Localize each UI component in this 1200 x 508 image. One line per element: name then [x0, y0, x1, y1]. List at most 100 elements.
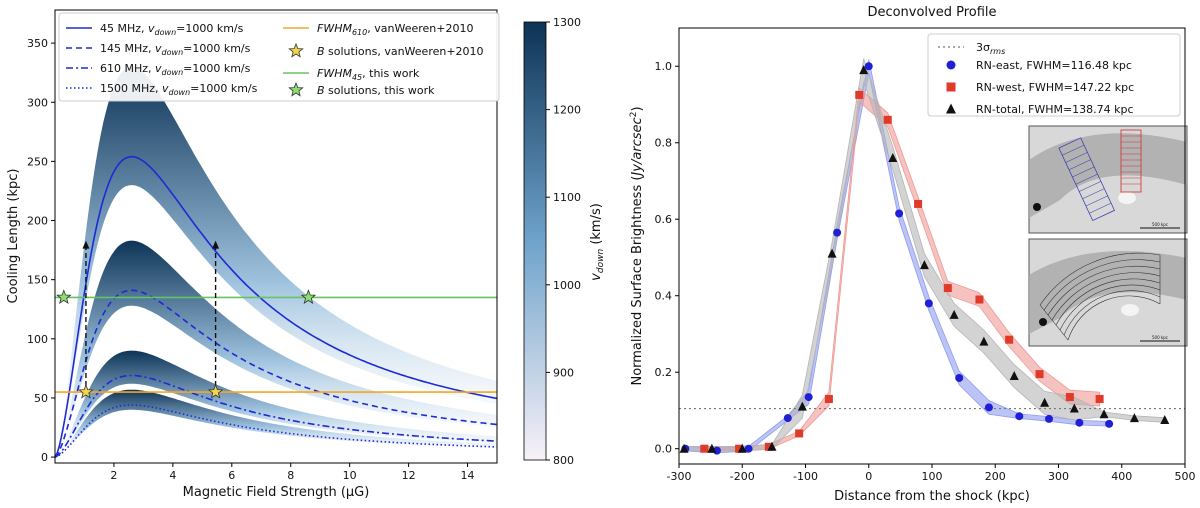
- square-marker: [975, 295, 984, 304]
- legend-item-fwhm45: FWHM45, this work: [283, 67, 420, 82]
- vdown-bands: [55, 66, 497, 458]
- series-line: [55, 155, 497, 458]
- y-tick-label: 200: [27, 215, 48, 228]
- legend-item-dotted: 1500 MHz, vdown=1000 km/s: [66, 82, 258, 97]
- legend-item-triangle: RN-total, FWHM=138.74 kpc: [946, 103, 1134, 116]
- legend-item-bsol-vanweeren: B solutions, vanWeeren+2010: [288, 42, 484, 58]
- circle-marker: [1045, 414, 1054, 423]
- left-plot-frame: [54, 9, 498, 464]
- x-tick-label: 6: [228, 469, 235, 482]
- colorbar-tick-label: 1000: [553, 279, 581, 292]
- vdown-band: [55, 389, 497, 458]
- arrow-head-icon: [82, 240, 90, 249]
- x-tick-label: -200: [730, 470, 755, 483]
- y-tick-label: 0.6: [655, 213, 673, 226]
- colorbar-label: vdown (km/s): [589, 203, 606, 281]
- right-chart-title: Deconvolved Profile: [867, 5, 996, 20]
- legend-box: [58, 12, 500, 102]
- circle-marker: [1075, 418, 1084, 427]
- triangle-marker: [679, 443, 689, 453]
- y-tick-label: 300: [27, 96, 48, 109]
- square-marker: [1005, 335, 1014, 344]
- x-tick-label: 0: [865, 470, 872, 483]
- triangle-marker: [1160, 415, 1170, 425]
- star-marker: [56, 289, 72, 305]
- y-tick-label: 250: [27, 155, 48, 168]
- triangle-marker: [1069, 403, 1079, 413]
- triangle-marker: [979, 336, 989, 346]
- circle-marker: [1015, 412, 1024, 421]
- vdown-band: [55, 240, 497, 458]
- right-x-ticks: -300 -200 -100 0 100 200 300 400 500: [667, 464, 1196, 483]
- square-marker: [1065, 393, 1074, 402]
- triangle-marker: [859, 65, 869, 75]
- circle-marker: [1105, 419, 1114, 428]
- inset-bottom: 500 kpc: [1028, 238, 1188, 347]
- circle-marker: [804, 393, 813, 402]
- x-tick-label: 300: [1048, 470, 1069, 483]
- circle-marker: [955, 373, 964, 382]
- legend-item-bsol-thiswork: B solutions, this work: [288, 81, 435, 97]
- x-tick-label: 12: [402, 469, 416, 482]
- triangle-marker: [1099, 409, 1109, 419]
- annotations: [55, 240, 497, 399]
- y-tick-label: 0.4: [655, 290, 673, 303]
- legend-item-threshold: 3σrms: [938, 41, 1005, 56]
- y-tick-label: 0.0: [655, 443, 673, 456]
- svg-text:FWHM610, vanWeeren+2010: FWHM610, vanWeeren+2010: [317, 22, 473, 37]
- star-marker: [78, 383, 94, 399]
- y-tick-label: 50: [34, 392, 48, 405]
- square-marker: [824, 394, 833, 403]
- star-marker: [207, 383, 224, 399]
- legend-label: 610 MHz, vdown=1000 km/s: [100, 62, 251, 77]
- legend-label: RN-west, FWHM=147.22 kpc: [976, 81, 1134, 94]
- left-y-ticks: 0 50 100 150 200 250 300 350: [27, 37, 55, 464]
- triangle-marker: [949, 309, 959, 319]
- triangle-marker: [888, 153, 898, 163]
- square-marker: [1035, 370, 1044, 379]
- x-tick-label: 4: [169, 469, 176, 482]
- triangle-marker: [827, 248, 837, 258]
- triangle-marker: [737, 443, 747, 453]
- svg-text:B solutions, vanWeeren+2010: B solutions, vanWeeren+2010: [317, 45, 484, 58]
- triangle-marker: [946, 103, 956, 114]
- y-tick-label: 0.8: [655, 137, 673, 150]
- colorbar-tick-label: 1300: [553, 16, 581, 29]
- x-tick-label: 100: [922, 470, 943, 483]
- x-tick-label: 200: [985, 470, 1006, 483]
- colorbar-gradient: [523, 21, 547, 461]
- y-tick-label: 1.0: [655, 60, 673, 73]
- circle-marker: [895, 209, 904, 218]
- circle-marker: [984, 403, 993, 412]
- square-marker: [795, 429, 804, 438]
- triangle-marker: [767, 441, 777, 451]
- triangle-marker: [919, 260, 929, 270]
- right-legend: 3σrms RN-east, FWHM=116.48 kpc RN-west, F…: [927, 33, 1181, 117]
- left-x-ticks: 2 4 6 8 10 12 14: [110, 463, 475, 482]
- total-region-arcs: [1039, 252, 1161, 341]
- x-tick-label: -300: [667, 470, 692, 483]
- arrow-head-icon: [212, 240, 220, 249]
- right-y-axis-label: Normalized Surface Brightness (Jy/arcsec…: [629, 106, 645, 385]
- square-marker: [1095, 394, 1104, 403]
- west-region-grid: [1120, 129, 1142, 193]
- x-tick-label: 500: [1175, 470, 1196, 483]
- vdown-band: [55, 66, 497, 458]
- colorbar-ticks: 800 900 1000 1100 1200 1300: [546, 16, 581, 467]
- colorbar-tick-label: 800: [553, 454, 574, 467]
- profile-markers: [679, 62, 1170, 455]
- left-x-axis-label: Magnetic Field Strength (μG): [183, 485, 370, 500]
- circle-marker: [744, 444, 753, 453]
- square-marker: [883, 115, 892, 124]
- inset-scale-label: 500 kpc: [1152, 222, 1168, 227]
- y-tick-label: 350: [27, 37, 48, 50]
- circle-marker: [833, 228, 842, 237]
- east-region-grid: [1058, 137, 1115, 222]
- frequency-curves: [55, 155, 497, 458]
- cooling-length-chart: 2 4 6 8 10 12 14 0 50 100 150 200 250 300 350 Magneti…: [6, 9, 606, 500]
- y-tick-label: 0.2: [655, 366, 673, 379]
- left-y-axis-label: Cooling Length (kpc): [6, 169, 21, 304]
- star-marker-icon: [288, 42, 304, 58]
- square-marker: [855, 90, 864, 99]
